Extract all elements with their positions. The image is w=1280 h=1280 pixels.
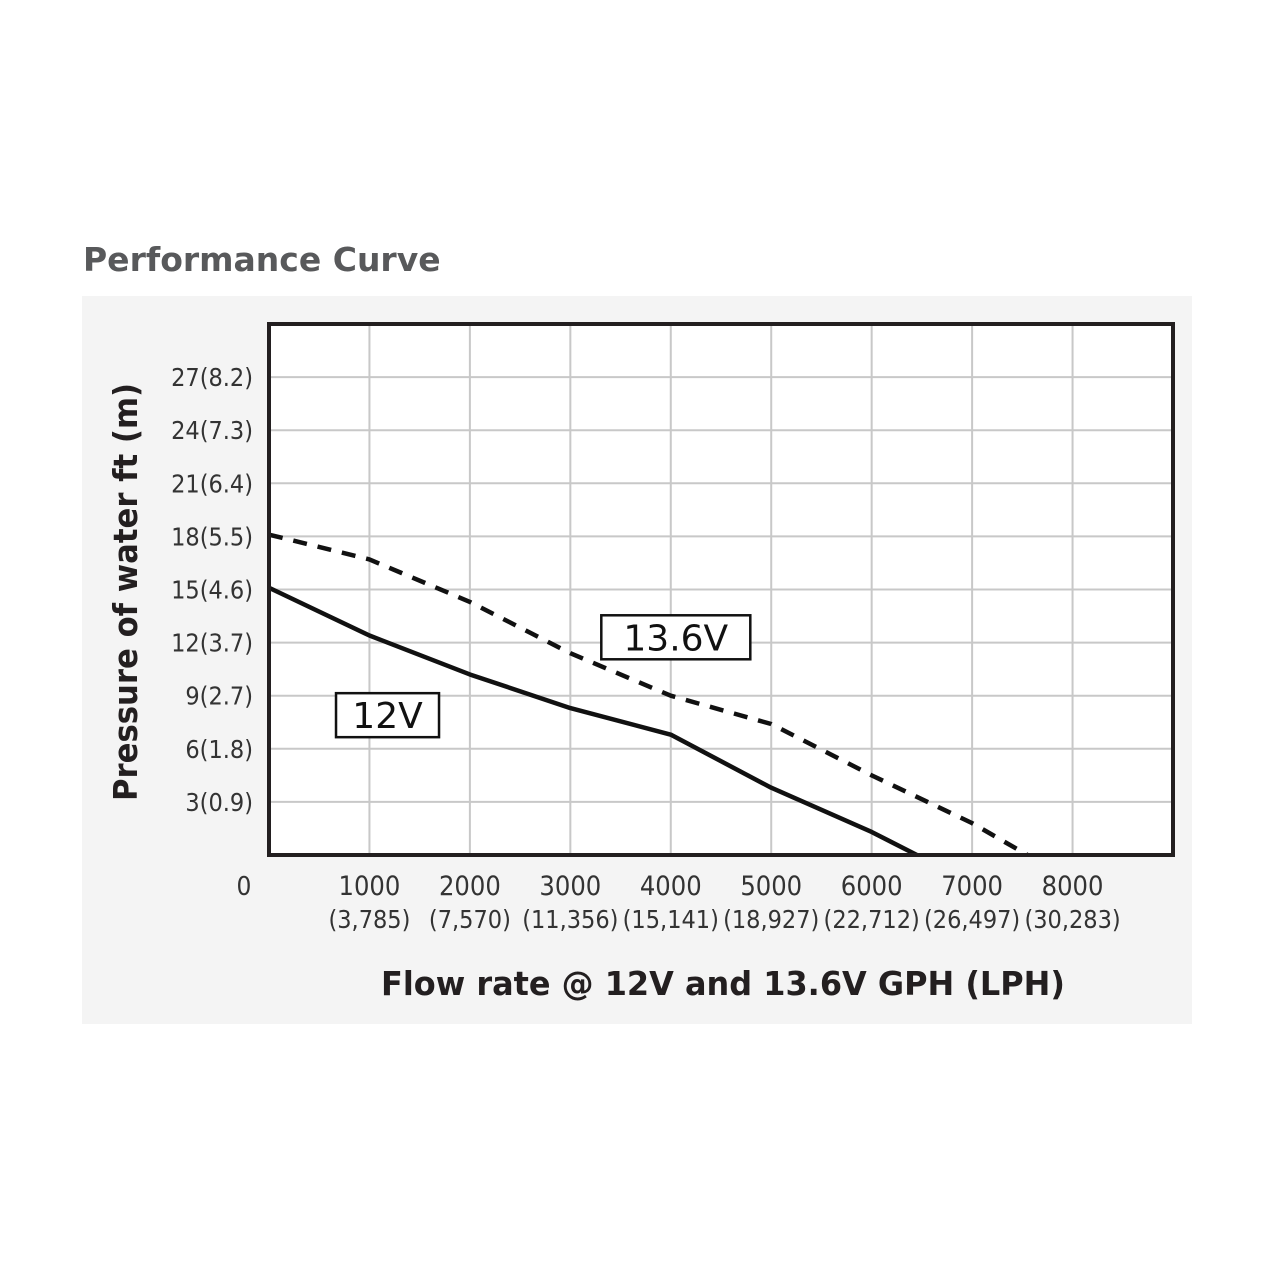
y-tick-label: 6(1.8) (185, 735, 253, 764)
series-label-text: 13.6V (623, 618, 728, 659)
chart-title: Performance Curve (83, 240, 441, 279)
grid (269, 324, 1173, 855)
y-tick-label: 18(5.5) (171, 522, 253, 551)
x-tick-sublabel: (15,141) (623, 905, 719, 934)
y-tick-label: 12(3.7) (171, 629, 253, 658)
y-tick-label: 9(2.7) (185, 682, 253, 711)
origin-tick-label: 0 (237, 872, 252, 902)
series-lines (268, 532, 1029, 858)
x-tick-sublabel: (22,712) (824, 905, 920, 934)
series-label-box: 12V (334, 691, 441, 739)
series-labels: 12V 13.6V (334, 614, 752, 739)
x-tick-sublabel: (3,785) (328, 905, 410, 934)
x-axis-ticks: 1000 (3,785) 2000 (7,570) 3000 (11,356) 4000 (1… (328, 871, 1120, 934)
x-tick-label: 6000 (841, 871, 903, 902)
x-tick-sublabel: (18,927) (723, 905, 819, 934)
x-tick-label: 1000 (339, 871, 401, 902)
x-tick-label: 5000 (740, 871, 802, 902)
y-axis-title: Pressure of water ft (m) (106, 383, 145, 801)
series-label-text: 12V (352, 696, 423, 737)
series-label-frame (600, 614, 752, 661)
y-tick-label: 24(7.3) (171, 416, 253, 445)
x-tick-label: 7000 (941, 871, 1003, 902)
x-axis-title: Flow rate @ 12V and 13.6V GPH (LPH) (381, 964, 1065, 1003)
plot-frame (267, 322, 1175, 857)
x-tick-label: 2000 (439, 871, 501, 902)
series-label-frame (334, 691, 441, 739)
y-tick-label: 21(6.4) (171, 469, 253, 498)
y-axis-ticks: 3(0.9) 6(1.8) 9(2.7) 12(3.7) 15(4.6) 18(5.5) 2… (171, 363, 253, 817)
series-label-box: 13.6V (600, 614, 752, 661)
y-tick-label: 27(8.2) (171, 363, 253, 392)
x-tick-label: 3000 (539, 871, 601, 902)
x-tick-label: 4000 (640, 871, 702, 902)
x-tick-label: 8000 (1042, 871, 1104, 902)
x-tick-sublabel: (11,356) (522, 905, 618, 934)
x-tick-sublabel: (30,283) (1024, 905, 1120, 934)
y-tick-label: 3(0.9) (185, 788, 253, 817)
series-line-13-6v (268, 532, 1029, 857)
y-tick-label: 15(4.6) (171, 576, 253, 605)
x-tick-sublabel: (26,497) (924, 905, 1020, 934)
series-line-12v (268, 585, 918, 858)
x-tick-sublabel: (7,570) (429, 905, 511, 934)
